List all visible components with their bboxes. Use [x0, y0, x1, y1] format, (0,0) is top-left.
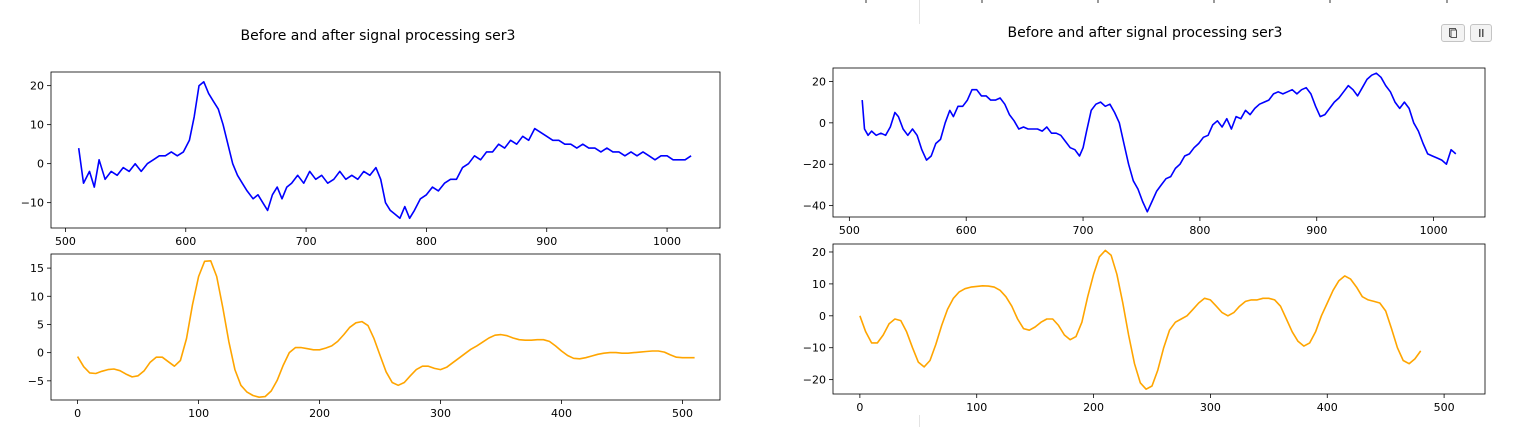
x-tick-label: 0: [74, 407, 81, 420]
x-tick-label: 200: [309, 407, 330, 420]
x-tick-label: 600: [175, 235, 196, 248]
x-tick-label: 400: [551, 407, 572, 420]
x-tick-label: 1000: [653, 235, 681, 248]
left-top-axes: 500 600 700 800 900 1000 −10 0 10 20: [21, 71, 721, 248]
y-tick-label: 5: [37, 318, 44, 331]
y-tick-label: 10: [30, 119, 44, 132]
copy-icon: [1449, 28, 1457, 38]
y-tick-label: 20: [30, 80, 44, 93]
y-tick-label: −20: [803, 158, 826, 171]
x-tick-label: 700: [296, 235, 317, 248]
y-tick-label: −40: [803, 200, 826, 213]
y-tick-label: 0: [37, 158, 44, 171]
top-cutoff-axis: [865, 0, 1448, 3]
x-tick-label: 1000: [1420, 224, 1448, 237]
axes-frame: [50, 253, 721, 401]
axes-frame: [50, 71, 721, 229]
x-tick-label: 0: [856, 401, 863, 414]
series-line: [859, 249, 1422, 390]
y-tick-label: 0: [819, 310, 826, 323]
left-bottom-axes: 0 100 200 300 400 500 −5 0 5 10 15: [28, 253, 721, 420]
more-icon: [1479, 29, 1484, 37]
x-tick-label: 100: [966, 401, 987, 414]
y-tick-label: 10: [812, 278, 826, 291]
more-button[interactable]: [1470, 24, 1492, 42]
x-tick-label: 400: [1317, 401, 1338, 414]
x-tick-label: 600: [956, 224, 977, 237]
axes-frame: [832, 243, 1486, 395]
y-tick-label: 0: [819, 117, 826, 130]
series-line: [77, 81, 692, 220]
y-tick-label: −10: [803, 342, 826, 355]
x-tick-label: 300: [1200, 401, 1221, 414]
x-tick-label: 800: [1189, 224, 1210, 237]
y-tick-label: 20: [812, 75, 826, 88]
y-tick-label: −10: [21, 197, 44, 210]
x-tick-label: 500: [839, 224, 860, 237]
cell-divider-top: [919, 0, 920, 24]
x-tick-label: 500: [672, 407, 693, 420]
y-tick-label: 20: [812, 246, 826, 259]
x-tick-label: 100: [188, 407, 209, 420]
x-tick-label: 900: [1306, 224, 1327, 237]
x-tick-label: 900: [536, 235, 557, 248]
x-tick-label: 500: [1434, 401, 1455, 414]
x-tick-label: 700: [1073, 224, 1094, 237]
cell-divider-bottom: [919, 415, 920, 427]
right-bottom-axes: 0 100 200 300 400 500 −20 −10 0 10 20: [803, 243, 1486, 414]
y-tick-label: −5: [28, 375, 44, 388]
y-tick-label: −20: [803, 374, 826, 387]
y-tick-label: 0: [37, 347, 44, 360]
right-figure-title: Before and after signal processing ser3: [1007, 25, 1283, 41]
left-figure-title: Before and after signal processing ser3: [240, 28, 516, 44]
x-tick-label: 800: [416, 235, 437, 248]
copy-button[interactable]: [1441, 24, 1465, 42]
y-tick-label: 15: [30, 262, 44, 275]
axes-frame: [832, 67, 1486, 218]
x-tick-label: 500: [55, 235, 76, 248]
y-tick-label: 10: [30, 290, 44, 303]
series-line: [76, 260, 695, 398]
series-line: [861, 72, 1457, 213]
x-tick-label: 300: [430, 407, 451, 420]
right-top-axes: 500 600 700 800 900 1000 −40 −20 0 20: [803, 67, 1486, 237]
x-tick-label: 200: [1083, 401, 1104, 414]
